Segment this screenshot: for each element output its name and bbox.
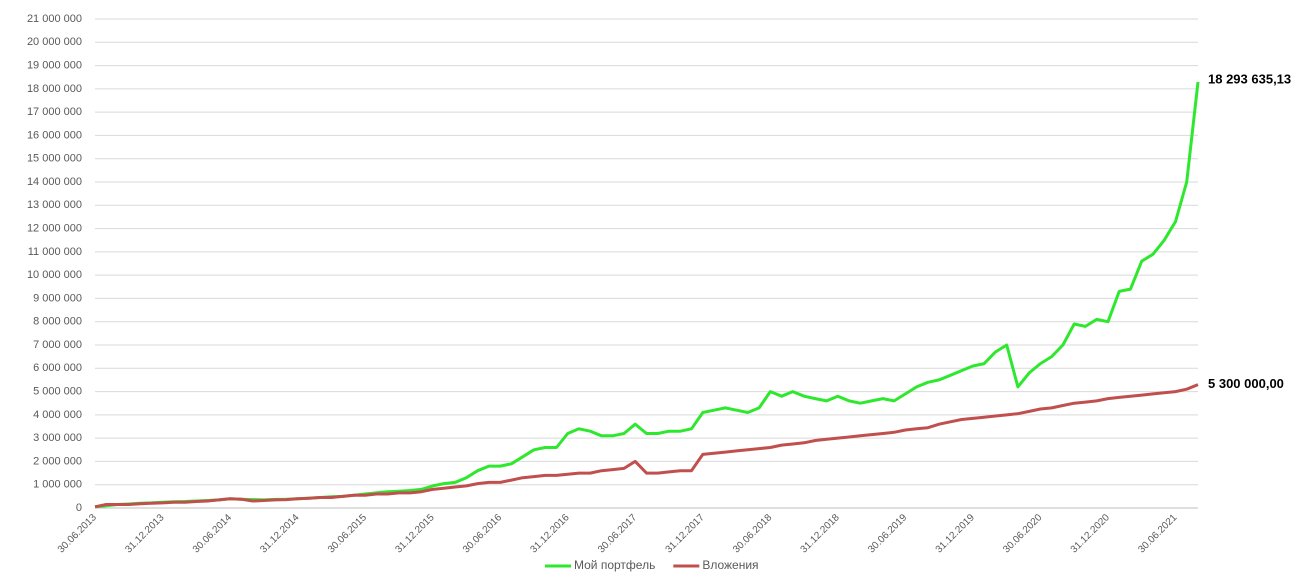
series-line	[94, 81, 1200, 509]
y-tick-label: 5 000 000	[33, 385, 82, 397]
y-tick-label: 21 000 000	[27, 13, 82, 25]
series-line	[94, 383, 1199, 509]
x-tick-label: 31.12.2019	[934, 512, 977, 555]
x-tick-label: 30.06.2018	[731, 512, 774, 555]
y-tick-label: 20 000 000	[27, 36, 82, 48]
y-tick-label: 15 000 000	[27, 153, 82, 165]
legend-label: Вложения	[702, 558, 758, 572]
y-tick-label: 9 000 000	[33, 292, 82, 304]
y-tick-label: 11 000 000	[28, 246, 82, 258]
y-tick-label: 18 000 000	[27, 83, 82, 95]
x-tick-label: 31.12.2017	[664, 512, 707, 555]
y-tick-label: 3 000 000	[33, 432, 82, 444]
y-tick-label: 17 000 000	[27, 106, 82, 118]
legend-label: Мой портфель	[574, 558, 655, 572]
data-label: 18 293 635,13	[1208, 71, 1291, 86]
y-tick-label: 0	[76, 502, 82, 514]
y-tick-label: 13 000 000	[27, 199, 82, 211]
x-tick-label: 30.06.2017	[596, 512, 639, 555]
y-tick-label: 19 000 000	[27, 59, 82, 71]
x-tick-label: 31.12.2013	[123, 512, 166, 555]
y-tick-label: 4 000 000	[33, 409, 82, 421]
y-tick-label: 16 000 000	[27, 129, 82, 141]
y-tick-label: 12 000 000	[27, 222, 82, 234]
y-tick-label: 10 000 000	[27, 269, 82, 281]
x-tick-label: 31.12.2016	[529, 512, 572, 555]
x-tick-label: 30.06.2014	[191, 512, 234, 555]
x-tick-label: 30.06.2019	[866, 512, 909, 555]
x-tick-label: 30.06.2021	[1136, 512, 1179, 555]
y-tick-label: 7 000 000	[33, 339, 82, 351]
x-tick-label: 30.06.2013	[56, 512, 99, 555]
y-tick-label: 6 000 000	[33, 362, 82, 374]
x-tick-label: 30.06.2016	[461, 512, 504, 555]
y-tick-label: 14 000 000	[27, 176, 82, 188]
x-tick-label: 31.12.2014	[258, 512, 301, 555]
y-tick-label: 2 000 000	[33, 455, 82, 467]
x-tick-label: 31.12.2020	[1069, 512, 1112, 555]
x-tick-label: 30.06.2015	[326, 512, 369, 555]
x-tick-label: 31.12.2018	[799, 512, 842, 555]
y-tick-label: 1 000 000	[33, 479, 82, 491]
data-label: 5 300 000,00	[1208, 376, 1284, 391]
x-tick-label: 30.06.2020	[1001, 512, 1044, 555]
y-tick-label: 8 000 000	[33, 316, 82, 328]
x-tick-label: 31.12.2015	[393, 512, 436, 555]
